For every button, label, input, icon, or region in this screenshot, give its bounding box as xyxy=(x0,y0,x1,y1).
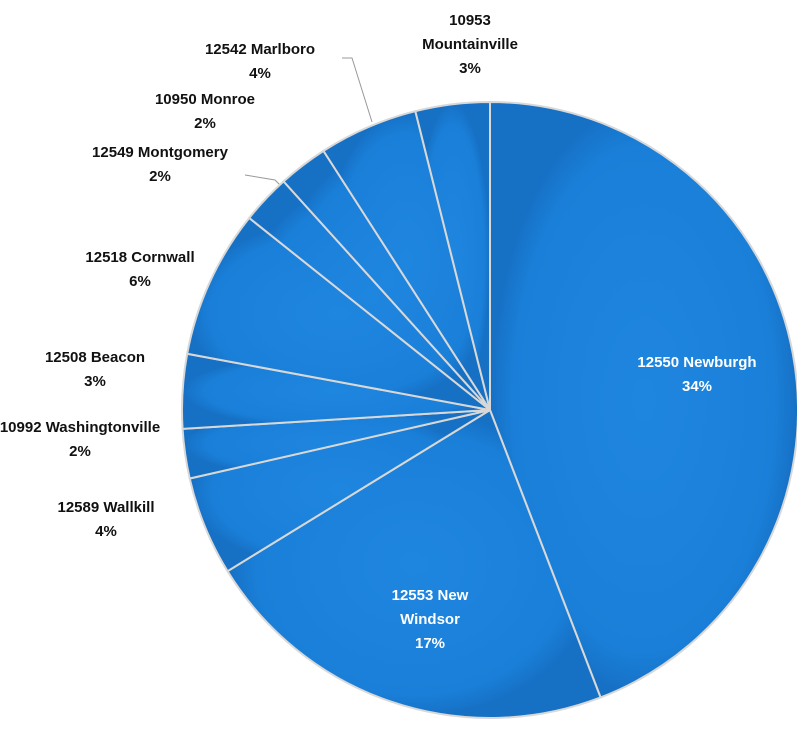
category-name: 10992 Washingtonville xyxy=(0,419,161,436)
pie-slice xyxy=(186,216,491,411)
pie-slice xyxy=(226,408,602,719)
slice-label: 12508 Beacon 3% xyxy=(0,346,195,394)
percent-label: 2% xyxy=(69,443,91,460)
category-name: 12549 Montgomery xyxy=(92,144,228,161)
leader-line xyxy=(342,57,373,123)
slice-label: 12550 Newburgh 34% xyxy=(597,351,797,399)
category-name: 12518 Cornwall xyxy=(85,249,195,266)
slice-label: 12589 Wallkill 4% xyxy=(6,496,206,544)
percent-label: 3% xyxy=(84,373,106,390)
percent-label: 2% xyxy=(194,115,216,132)
slice-label: 12518 Cornwall 6% xyxy=(40,246,240,294)
percent-label: 17% xyxy=(414,635,446,652)
slice-label: 10992 Washingtonville 2% xyxy=(0,416,163,464)
percent-label: 4% xyxy=(95,523,117,540)
category-name: 12550 Newburgh xyxy=(637,354,757,371)
category-name: 12542 Marlboro xyxy=(204,41,316,58)
slice-label: 10950 Monroe 2% xyxy=(105,88,305,136)
category-name: 12553 New Windsor xyxy=(391,587,469,628)
category-name: 12508 Beacon xyxy=(44,349,146,366)
slice-label: 12553 New Windsor 17% xyxy=(373,584,488,656)
slice-label: 10953 Mountainville 3% xyxy=(410,9,530,81)
category-name: 10953 Mountainville xyxy=(422,12,518,53)
percent-label: 2% xyxy=(149,168,171,185)
pie-slice xyxy=(414,100,491,411)
percent-label: 6% xyxy=(129,273,151,290)
percent-label: 3% xyxy=(459,60,481,77)
percent-label: 34% xyxy=(681,378,713,395)
percent-label: 4% xyxy=(249,65,271,82)
slice-label: 12549 Montgomery 2% xyxy=(60,141,260,189)
category-name: 10950 Monroe xyxy=(154,91,256,108)
pie-slice xyxy=(489,100,797,699)
category-name: 12589 Wallkill xyxy=(57,499,155,516)
slice-label: 12542 Marlboro 4% xyxy=(160,38,360,86)
